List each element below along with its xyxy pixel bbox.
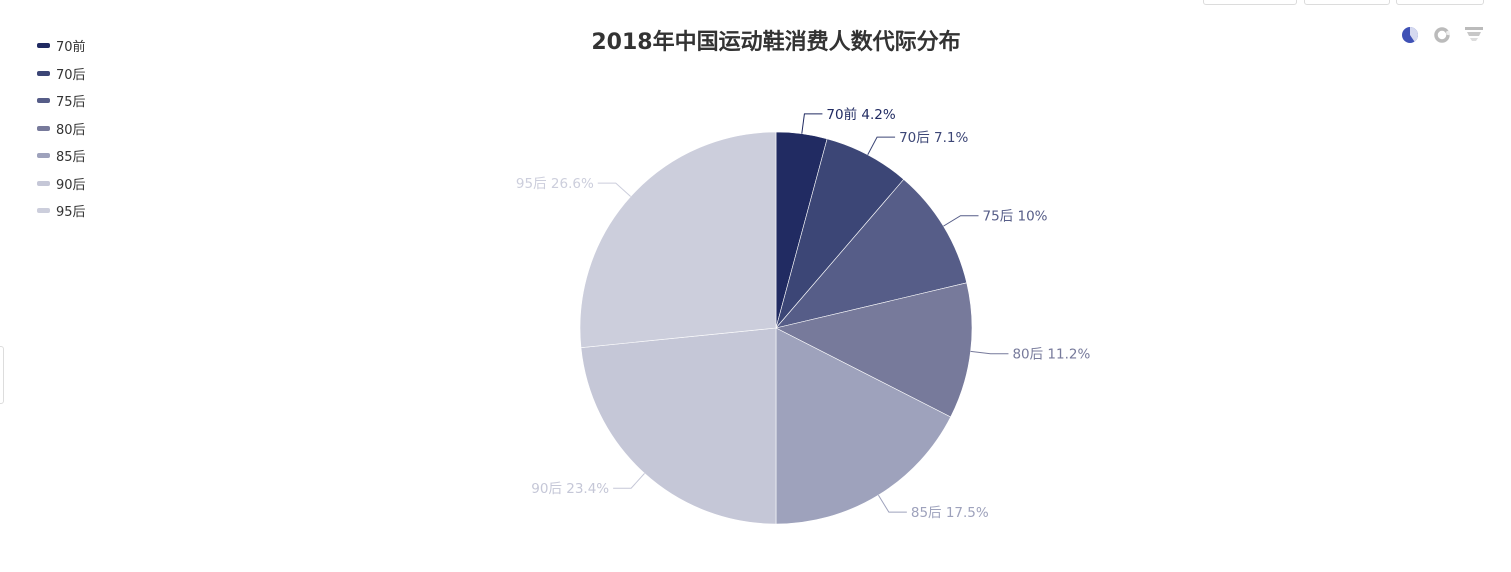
legend-label: 70前: [56, 40, 86, 56]
label-line: [867, 136, 896, 156]
donut-chart-icon[interactable]: [1433, 26, 1451, 44]
chart-title: 2018年中国运动鞋消费人数代际分布: [591, 30, 961, 55]
legend-label: 70后: [56, 67, 86, 83]
legend-swatch-icon: [37, 153, 50, 159]
label-line: [943, 215, 979, 227]
label-line: [970, 350, 1009, 355]
legend-item[interactable]: 75后: [37, 87, 86, 115]
side-panel-handle[interactable]: [0, 346, 4, 404]
funnel-chart-icon[interactable]: [1465, 26, 1483, 44]
slice-label: 95后 26.6%: [516, 176, 594, 192]
legend-item[interactable]: 95后: [37, 197, 86, 225]
legend-swatch-icon: [37, 98, 50, 104]
legend-item[interactable]: 70前: [37, 32, 86, 60]
slice-label: 85后 17.5%: [911, 505, 989, 521]
legend-swatch-icon: [37, 70, 50, 76]
toolbox: [1401, 26, 1483, 44]
legend-label: 95后: [56, 205, 86, 221]
pie-slice[interactable]: [775, 327, 952, 525]
legend-item[interactable]: 90后: [37, 170, 86, 198]
pie-slice[interactable]: [775, 178, 968, 329]
legend-item[interactable]: 80后: [37, 115, 86, 143]
pie-chart-icon[interactable]: [1401, 26, 1419, 44]
legend-swatch-icon: [37, 125, 50, 131]
pie-slice[interactable]: [775, 282, 973, 418]
label-line: [597, 182, 631, 197]
label-line: [877, 494, 907, 513]
top-tab-button-2[interactable]: [1304, 0, 1390, 5]
top-tab-button-3[interactable]: [1396, 0, 1484, 5]
label-line: [801, 113, 823, 134]
slice-label: 70前 4.2%: [826, 106, 895, 123]
label-line: [613, 473, 645, 489]
slice-label: 75后 10%: [983, 209, 1048, 225]
legend-swatch-icon: [37, 208, 50, 214]
legend-label: 75后: [56, 95, 86, 111]
slice-label: 70后 7.1%: [899, 130, 968, 146]
pie-slice[interactable]: [579, 131, 777, 348]
legend-label: 85后: [56, 150, 86, 166]
legend: 70前 70后 75后 80后 85后 90后 95后: [37, 32, 86, 225]
legend-swatch-icon: [37, 180, 50, 186]
legend-swatch-icon: [37, 43, 50, 49]
legend-label: 90后: [56, 177, 86, 193]
legend-item[interactable]: 70后: [37, 60, 86, 88]
legend-item[interactable]: 85后: [37, 142, 86, 170]
top-tab-button-1[interactable]: [1203, 0, 1297, 5]
pie-slice[interactable]: [580, 327, 777, 525]
slice-label: 90后 23.4%: [531, 481, 609, 497]
legend-label: 80后: [56, 122, 86, 138]
slice-label: 80后 11.2%: [1012, 347, 1090, 363]
